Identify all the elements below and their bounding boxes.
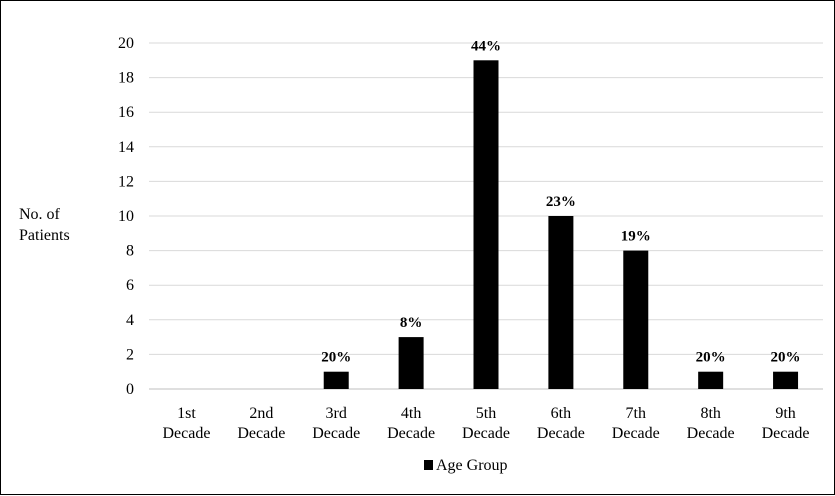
- bar: [398, 337, 424, 389]
- legend-label: Age Group: [436, 457, 508, 474]
- x-category-label: 2nd: [249, 405, 273, 422]
- y-tick-label: 10: [118, 208, 134, 225]
- y-tick-label: 18: [118, 70, 134, 87]
- y-tick-label: 16: [118, 104, 134, 121]
- y-tick-label: 4: [126, 312, 134, 329]
- y-axis-title-line: Patients: [19, 227, 70, 244]
- data-label: 23%: [546, 194, 576, 210]
- data-label: 19%: [621, 229, 651, 245]
- x-category-label: 5th: [476, 405, 496, 422]
- y-axis-title-line: No. of: [19, 206, 61, 223]
- x-category-label: 9th: [775, 405, 795, 422]
- x-category-label: Decade: [462, 425, 510, 442]
- x-category-label: 7th: [626, 405, 646, 422]
- x-category-label: 1st: [177, 405, 196, 422]
- y-tick-label: 6: [126, 277, 134, 294]
- y-axis-title: No. of Patients: [19, 206, 70, 244]
- x-category-label: 3rd: [326, 405, 347, 422]
- y-tick-label: 2: [126, 346, 134, 363]
- y-tick-label: 14: [118, 139, 134, 156]
- x-category-label: Decade: [687, 425, 735, 442]
- bar: [548, 216, 574, 389]
- data-label: 8%: [400, 315, 423, 331]
- data-label: 20%: [321, 350, 351, 366]
- x-category-label: 4th: [401, 405, 421, 422]
- bar: [698, 371, 724, 389]
- x-category-label: Decade: [237, 425, 285, 442]
- y-tick-label: 20: [118, 35, 134, 52]
- data-label: 44%: [471, 38, 501, 54]
- y-tick-label: 8: [126, 243, 134, 260]
- bars: [323, 60, 799, 390]
- y-tick-label: 12: [118, 173, 134, 190]
- x-category-label: Decade: [612, 425, 660, 442]
- legend-swatch: [424, 460, 433, 470]
- x-category-label: Decade: [537, 425, 585, 442]
- y-tick-label: 0: [126, 381, 134, 398]
- x-category-label: 6th: [551, 405, 571, 422]
- x-category-label: Decade: [162, 425, 210, 442]
- data-labels: 20% 8% 44% 23% 19% 20% 20%: [321, 38, 800, 365]
- bar: [773, 371, 799, 389]
- bar: [623, 250, 649, 389]
- x-category-label: Decade: [387, 425, 435, 442]
- y-axis-ticks: 0 2 4 6 8 10 12 14 16 18 20: [118, 35, 134, 398]
- bar: [473, 60, 499, 390]
- x-category-label: 8th: [700, 405, 720, 422]
- x-category-label: Decade: [312, 425, 360, 442]
- x-axis-categories: 1st Decade 2nd Decade 3rd Decade 4th Decade 5th D…: [162, 405, 809, 442]
- data-label: 20%: [771, 350, 801, 366]
- legend: Age Group: [424, 457, 508, 474]
- bar: [323, 371, 349, 389]
- x-category-label: Decade: [762, 425, 810, 442]
- data-label: 20%: [696, 350, 726, 366]
